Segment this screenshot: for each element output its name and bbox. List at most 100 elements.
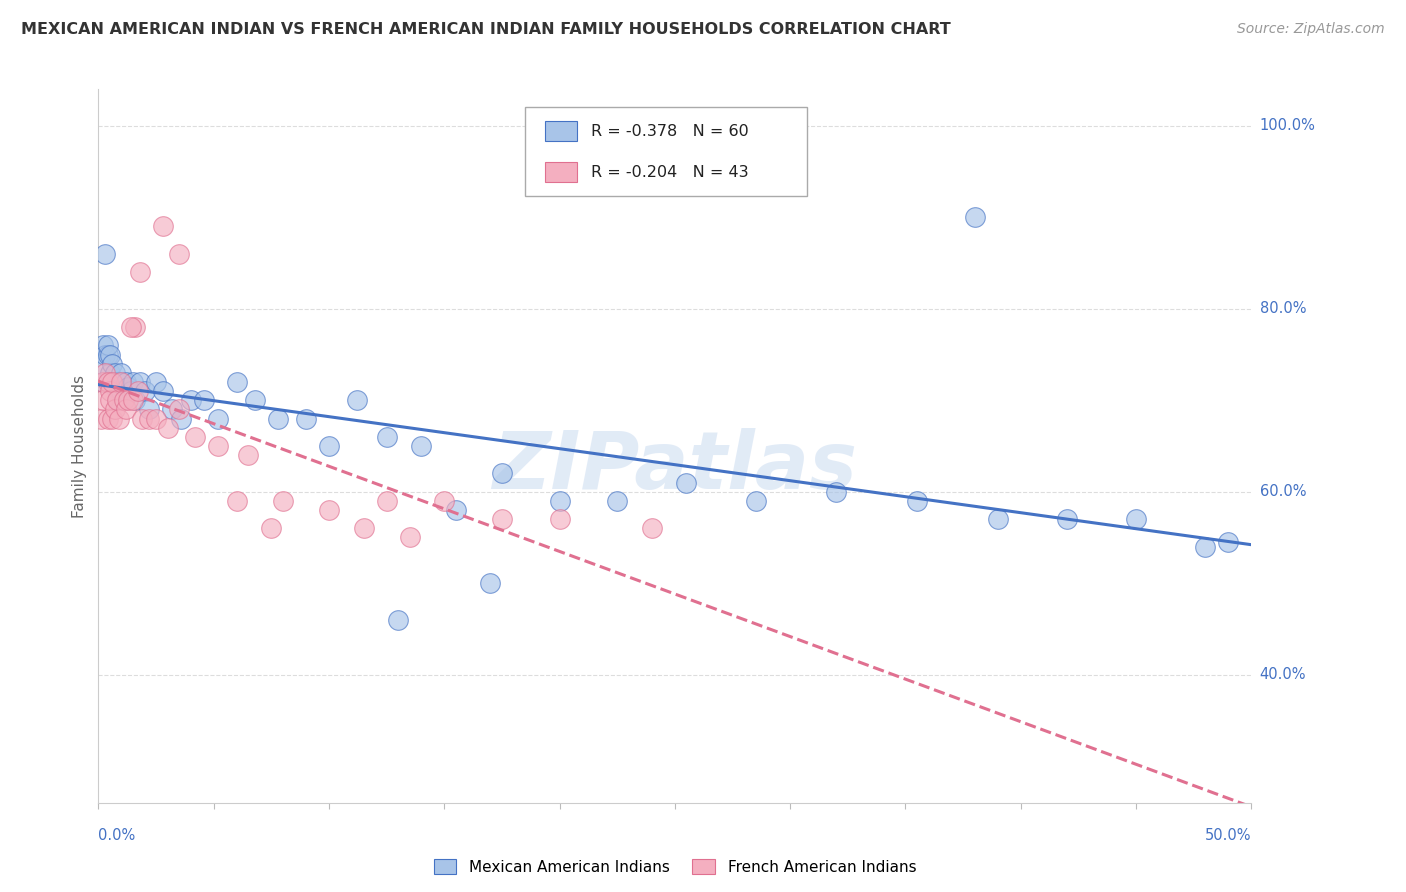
Point [260, 521, 283, 535]
Point [110, 366, 132, 380]
Point [97, 338, 120, 352]
Point [112, 393, 135, 408]
Point [170, 411, 193, 425]
Point [398, 531, 420, 545]
Point [90, 411, 112, 425]
Legend: Mexican American Indians, French American Indians: Mexican American Indians, French America… [427, 853, 922, 880]
Point [152, 219, 174, 234]
Text: R = -0.378   N = 60: R = -0.378 N = 60 [591, 124, 748, 138]
Point [346, 393, 368, 408]
Point [103, 379, 125, 393]
Text: R = -0.204   N = 43: R = -0.204 N = 43 [591, 165, 748, 179]
Point [411, 439, 433, 453]
Point [491, 467, 513, 481]
Point [375, 430, 398, 444]
Point [120, 320, 142, 334]
Point [91, 375, 114, 389]
Point [271, 494, 294, 508]
Text: 60.0%: 60.0% [1260, 484, 1306, 500]
Point [1194, 540, 1216, 554]
Point [433, 494, 456, 508]
Point [97, 411, 120, 425]
Point [138, 411, 160, 425]
Point [225, 375, 247, 389]
Point [110, 384, 132, 398]
Point [318, 439, 340, 453]
Point [548, 494, 571, 508]
Point [98, 347, 121, 361]
Text: 100.0%: 100.0% [1260, 119, 1316, 133]
Point [267, 411, 290, 425]
Point [101, 375, 124, 389]
Point [905, 494, 928, 508]
Text: Source: ZipAtlas.com: Source: ZipAtlas.com [1237, 22, 1385, 37]
Point [101, 411, 124, 425]
FancyBboxPatch shape [544, 162, 576, 182]
Point [1218, 535, 1240, 549]
Point [987, 512, 1010, 526]
Point [101, 375, 124, 389]
Point [124, 320, 146, 334]
Point [606, 494, 628, 508]
Point [318, 503, 340, 517]
Point [122, 393, 145, 408]
Point [1125, 512, 1147, 526]
Point [129, 265, 152, 279]
Point [115, 402, 138, 417]
Point [193, 393, 215, 408]
Point [108, 411, 131, 425]
Point [129, 375, 152, 389]
Point [225, 494, 247, 508]
Point [444, 503, 467, 517]
Point [295, 411, 318, 425]
Point [160, 402, 183, 417]
Point [117, 393, 139, 408]
Point [120, 384, 142, 398]
Text: ZIPatlas: ZIPatlas [492, 428, 858, 507]
Point [1056, 512, 1078, 526]
Text: 50.0%: 50.0% [1205, 828, 1251, 843]
Point [108, 384, 131, 398]
Point [145, 375, 167, 389]
Point [353, 521, 375, 535]
Point [548, 512, 571, 526]
Point [103, 402, 125, 417]
Point [145, 411, 167, 425]
FancyBboxPatch shape [524, 107, 807, 196]
Point [134, 384, 156, 398]
Point [94, 247, 117, 261]
Point [124, 393, 146, 408]
Point [91, 375, 114, 389]
Point [138, 402, 160, 417]
Point [152, 384, 174, 398]
Point [94, 347, 117, 361]
Point [131, 411, 153, 425]
Point [167, 247, 190, 261]
Point [641, 521, 664, 535]
Text: 80.0%: 80.0% [1260, 301, 1306, 317]
Point [207, 439, 229, 453]
Point [103, 366, 125, 380]
Point [115, 375, 138, 389]
Point [98, 393, 121, 408]
Point [238, 448, 260, 462]
Point [91, 393, 114, 408]
Point [122, 375, 145, 389]
Point [101, 357, 124, 371]
Point [110, 375, 132, 389]
Point [491, 512, 513, 526]
Y-axis label: Family Households: Family Households [72, 375, 87, 517]
Text: 0.0%: 0.0% [98, 828, 135, 843]
Point [98, 384, 121, 398]
Point [105, 393, 128, 408]
Point [245, 393, 267, 408]
Point [825, 484, 848, 499]
Point [744, 494, 766, 508]
Point [127, 384, 149, 398]
Point [963, 211, 986, 225]
Point [117, 379, 139, 393]
Point [90, 357, 112, 371]
Point [479, 576, 502, 591]
FancyBboxPatch shape [544, 121, 576, 141]
Point [97, 375, 120, 389]
